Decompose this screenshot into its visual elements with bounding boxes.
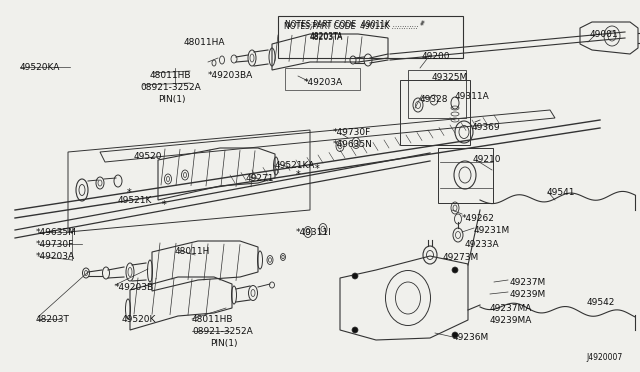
Text: 48203TA: 48203TA — [310, 33, 344, 42]
Text: 49520K: 49520K — [122, 315, 156, 324]
Text: *49203B: *49203B — [115, 283, 154, 292]
Text: *: * — [162, 200, 167, 210]
Text: *49635N: *49635N — [333, 140, 373, 149]
Text: 49328: 49328 — [420, 95, 449, 104]
Text: 49271: 49271 — [246, 174, 275, 183]
Text: 49200: 49200 — [422, 52, 451, 61]
Text: *49730F: *49730F — [333, 128, 371, 137]
Text: 49520KA: 49520KA — [20, 63, 60, 72]
Text: 49369: 49369 — [472, 123, 500, 132]
Text: *49203A: *49203A — [304, 78, 343, 87]
Text: 48011HA: 48011HA — [184, 38, 225, 47]
Text: 49542: 49542 — [587, 298, 616, 307]
Text: *: * — [127, 188, 132, 198]
Text: 49239M: 49239M — [510, 290, 547, 299]
Text: *: * — [315, 164, 320, 174]
Text: 49237M: 49237M — [510, 278, 547, 287]
Text: *49635M: *49635M — [36, 228, 77, 237]
Text: 48203TA: 48203TA — [310, 32, 344, 41]
Bar — [278, 16, 463, 58]
Ellipse shape — [452, 267, 458, 273]
Text: 49001: 49001 — [590, 30, 619, 39]
Text: 49237MA: 49237MA — [490, 304, 532, 313]
Ellipse shape — [352, 273, 358, 279]
Text: 49231M: 49231M — [474, 226, 510, 235]
Text: 49210: 49210 — [473, 155, 502, 164]
Bar — [408, 70, 466, 118]
Text: 49521KA: 49521KA — [275, 161, 316, 170]
Text: 49325M: 49325M — [432, 73, 468, 82]
Text: 49520: 49520 — [134, 152, 163, 161]
Text: 49541: 49541 — [547, 188, 575, 197]
Text: NOTES;PART CODE  49011K ........... *: NOTES;PART CODE 49011K ........... * — [285, 20, 425, 29]
Text: PIN(1): PIN(1) — [158, 95, 186, 104]
Text: 49521K: 49521K — [118, 196, 152, 205]
Text: *49203A: *49203A — [36, 252, 75, 261]
Text: *49311I: *49311I — [296, 228, 332, 237]
Bar — [285, 68, 360, 90]
Text: 08921-3252A: 08921-3252A — [192, 327, 253, 336]
Text: PIN(1): PIN(1) — [210, 339, 237, 348]
Text: *49203BA: *49203BA — [208, 71, 253, 80]
Bar — [438, 148, 493, 203]
Text: *49262: *49262 — [462, 214, 495, 223]
Ellipse shape — [352, 327, 358, 333]
Ellipse shape — [452, 332, 458, 338]
Text: 48011HB: 48011HB — [150, 71, 191, 80]
Bar — [400, 80, 470, 145]
Text: *: * — [296, 170, 301, 180]
Text: J4920007: J4920007 — [587, 353, 623, 362]
Text: 08921-3252A: 08921-3252A — [140, 83, 201, 92]
Text: 49236M: 49236M — [453, 333, 489, 342]
Text: 48011H: 48011H — [175, 247, 211, 256]
Text: 48011HB: 48011HB — [192, 315, 234, 324]
Text: NOTES;PART CODE  49011K ........... *: NOTES;PART CODE 49011K ........... * — [284, 22, 424, 31]
Text: 48203T: 48203T — [36, 315, 70, 324]
Text: 49233A: 49233A — [465, 240, 500, 249]
Text: 49311A: 49311A — [455, 92, 490, 101]
Text: 49239MA: 49239MA — [490, 316, 532, 325]
Text: 49273M: 49273M — [443, 253, 479, 262]
Text: *49730F: *49730F — [36, 240, 74, 249]
